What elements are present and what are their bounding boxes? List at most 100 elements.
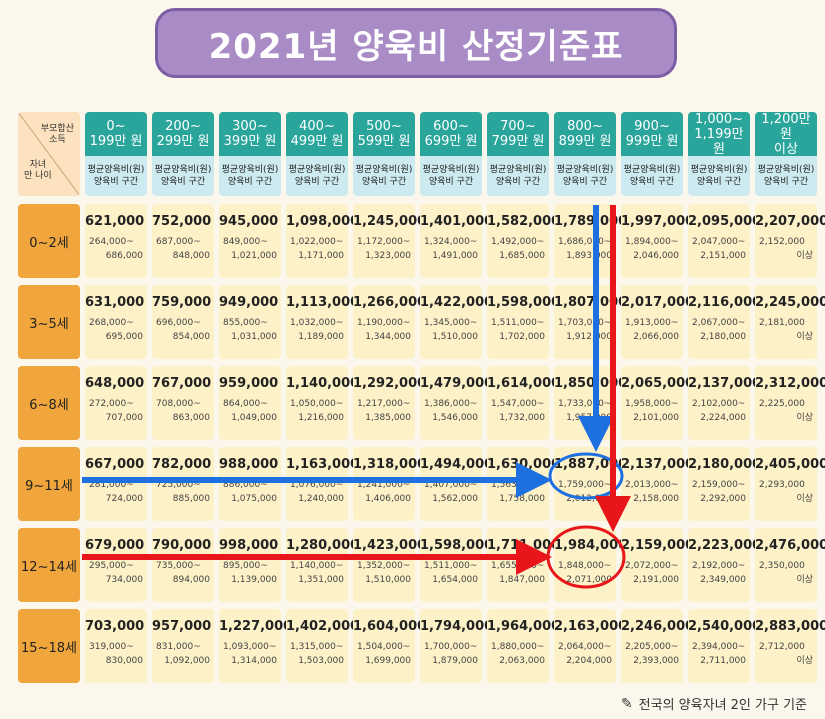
- average-cost: 679,000: [85, 538, 145, 553]
- range-high: 695,000: [105, 332, 143, 342]
- table-cell: 1,614,000 1,547,000~ 1,732,000: [487, 366, 560, 440]
- range-high: 1,139,000: [231, 575, 277, 585]
- average-cost: 1,227,000: [219, 619, 293, 634]
- range-high: 1,702,000: [499, 332, 545, 342]
- table-cell: 2,312,000 2,225,000 이상: [755, 366, 825, 440]
- average-cost: 1,850,000: [554, 376, 628, 391]
- average-cost: 648,000: [85, 376, 145, 391]
- average-cost: 1,494,000: [420, 457, 494, 472]
- range-low: 2,712,000: [759, 642, 805, 652]
- table-cell: 2,065,000 1,958,000~ 2,101,000: [621, 366, 694, 440]
- range-high: 이상: [796, 413, 813, 423]
- average-cost: 667,000: [85, 457, 145, 472]
- column-subheader: 평균양육비(원) 양육비 구간: [554, 156, 616, 196]
- range-low: 1,352,000~: [357, 561, 411, 571]
- average-cost: 988,000: [219, 457, 279, 472]
- table-cell: 959,000 864,000~ 1,049,000: [219, 366, 281, 440]
- range-low: 886,000~: [223, 480, 268, 490]
- range-high: 885,000: [172, 494, 210, 504]
- range-low: 2,064,000~: [558, 642, 612, 652]
- range-high: 2,012,000: [566, 494, 612, 504]
- average-cost: 1,964,000: [487, 619, 561, 634]
- table-cell: 2,245,000 2,181,000 이상: [755, 285, 825, 359]
- table-cell: 1,140,000 1,050,000~ 1,216,000: [286, 366, 360, 440]
- table-cell: 1,401,000 1,324,000~ 1,491,000: [420, 204, 494, 278]
- table-cell: 621,000 264,000~ 686,000: [85, 204, 147, 278]
- average-cost: 703,000: [85, 619, 145, 634]
- range-low: 2,205,000~: [625, 642, 679, 652]
- table-cell: 1,997,000 1,894,000~ 2,046,000: [621, 204, 695, 278]
- average-cost: 1,887,000: [554, 457, 628, 472]
- range-low: 708,000~: [156, 399, 201, 409]
- age-axis-label: 자녀 만 나이: [24, 160, 52, 181]
- range-low: 1,324,000~: [424, 237, 478, 247]
- average-cost: 1,140,000: [286, 376, 360, 391]
- average-cost: 2,180,000: [688, 457, 762, 472]
- table-cell: 1,789,000 1,686,000~ 1,893,000: [554, 204, 628, 278]
- average-cost: 1,789,000: [554, 214, 628, 229]
- range-high: 686,000: [105, 251, 143, 261]
- average-cost: 1,598,000: [420, 538, 494, 553]
- column-subheader: 평균양육비(원) 양육비 구간: [487, 156, 549, 196]
- income-range: 400~ 499만 원: [286, 112, 348, 156]
- average-cost: 1,401,000: [420, 214, 494, 229]
- average-cost: 2,223,000: [688, 538, 762, 553]
- table-cell: 2,116,000 2,067,000~ 2,180,000: [688, 285, 761, 359]
- average-cost: 1,997,000: [621, 214, 695, 229]
- income-range: 900~ 999만 원: [621, 112, 683, 156]
- range-high: 734,000: [105, 575, 143, 585]
- range-high: 2,180,000: [700, 332, 746, 342]
- average-cost: 945,000: [219, 214, 279, 229]
- average-cost: 1,098,000: [286, 214, 360, 229]
- table-cell: 679,000 295,000~ 734,000: [85, 528, 147, 602]
- range-high: 이상: [796, 494, 813, 504]
- range-high: 854,000: [172, 332, 210, 342]
- range-low: 1,700,000~: [424, 642, 478, 652]
- column-subheader: 평균양육비(원) 양육비 구간: [286, 156, 348, 196]
- table-cell: 1,630,000 1,563,000~ 1,758,000: [487, 447, 560, 521]
- range-low: 2,225,000: [759, 399, 805, 409]
- column-subheader: 평균양육비(원) 양육비 구간: [219, 156, 281, 196]
- range-low: 1,386,000~: [424, 399, 478, 409]
- range-low: 1,032,000~: [290, 318, 344, 328]
- table-cell: 2,476,000 2,350,000 이상: [755, 528, 825, 602]
- row-header-age: 3~5세: [18, 285, 80, 359]
- range-high: 707,000: [105, 413, 143, 423]
- column-subheader: 평균양육비(원) 양육비 구간: [85, 156, 147, 196]
- range-low: 687,000~: [156, 237, 201, 247]
- range-high: 1,879,000: [432, 656, 478, 666]
- range-low: 1,093,000~: [223, 642, 277, 652]
- average-cost: 2,245,000: [755, 295, 825, 310]
- range-high: 2,063,000: [499, 656, 545, 666]
- table-cell: 945,000 849,000~ 1,021,000: [219, 204, 281, 278]
- column-subheader: 평균양육비(원) 양육비 구간: [755, 156, 817, 196]
- average-cost: 790,000: [152, 538, 212, 553]
- range-high: 2,101,000: [633, 413, 679, 423]
- range-high: 1,699,000: [365, 656, 411, 666]
- average-cost: 2,540,000: [688, 619, 762, 634]
- range-high: 1,049,000: [231, 413, 277, 423]
- table-cell: 2,223,000 2,192,000~ 2,349,000: [688, 528, 762, 602]
- table-cell: 2,246,000 2,205,000~ 2,393,000: [621, 609, 694, 683]
- column-header: 1,200만 원 이상 평균양육비(원) 양육비 구간: [755, 112, 817, 196]
- table-cell: 1,598,000 1,511,000~ 1,702,000: [487, 285, 560, 359]
- range-low: 855,000~: [223, 318, 268, 328]
- range-high: 1,847,000: [499, 575, 545, 585]
- range-low: 1,241,000~: [357, 480, 411, 490]
- range-low: 1,703,000~: [558, 318, 612, 328]
- range-high: 2,066,000: [633, 332, 679, 342]
- range-low: 2,350,000: [759, 561, 805, 571]
- range-high: 1,075,000: [231, 494, 277, 504]
- range-high: 2,151,000: [700, 251, 746, 261]
- table-cell: 2,540,000 2,394,000~ 2,711,000: [688, 609, 762, 683]
- column-header: 200~ 299만 원 평균양육비(원) 양육비 구간: [152, 112, 214, 196]
- range-low: 281,000~: [89, 480, 134, 490]
- column-header: 300~ 399만 원 평균양육비(원) 양육비 구간: [219, 112, 281, 196]
- range-high: 1,893,000: [566, 251, 612, 261]
- average-cost: 1,245,000: [353, 214, 427, 229]
- table-cell: 1,423,000 1,352,000~ 1,510,000: [353, 528, 426, 602]
- average-cost: 2,017,000: [621, 295, 695, 310]
- table-cell: 2,137,000 2,013,000~ 2,158,000: [621, 447, 694, 521]
- table-cell: 752,000 687,000~ 848,000: [152, 204, 214, 278]
- table-cell: 2,180,000 2,159,000~ 2,292,000: [688, 447, 762, 521]
